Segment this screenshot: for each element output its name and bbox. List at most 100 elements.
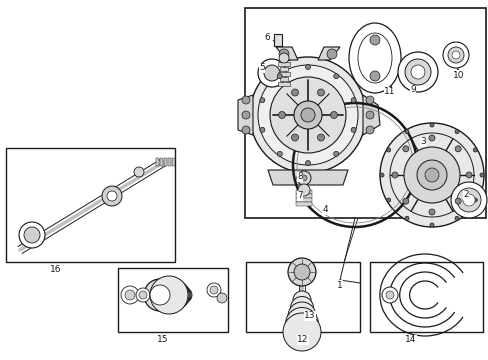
Polygon shape xyxy=(278,72,289,76)
Polygon shape xyxy=(267,170,347,185)
Circle shape xyxy=(369,35,379,45)
Text: 6: 6 xyxy=(264,33,269,42)
Circle shape xyxy=(290,314,312,336)
Circle shape xyxy=(410,65,424,79)
Circle shape xyxy=(391,172,397,178)
Circle shape xyxy=(465,172,471,178)
Circle shape xyxy=(379,173,383,177)
Circle shape xyxy=(285,307,318,341)
Circle shape xyxy=(102,186,122,206)
Circle shape xyxy=(301,108,314,122)
Circle shape xyxy=(386,148,390,152)
Circle shape xyxy=(416,160,446,190)
Polygon shape xyxy=(238,95,252,135)
Text: 5: 5 xyxy=(259,63,264,72)
Circle shape xyxy=(403,147,459,203)
Circle shape xyxy=(277,74,282,79)
Polygon shape xyxy=(172,158,175,166)
Circle shape xyxy=(451,51,459,59)
Bar xyxy=(369,262,482,332)
Circle shape xyxy=(402,146,408,152)
Circle shape xyxy=(287,258,315,286)
Circle shape xyxy=(291,134,298,141)
Circle shape xyxy=(428,209,434,215)
Circle shape xyxy=(206,283,221,297)
Circle shape xyxy=(397,52,437,92)
Circle shape xyxy=(404,130,408,134)
Circle shape xyxy=(150,276,187,314)
Circle shape xyxy=(269,77,346,153)
Circle shape xyxy=(379,123,483,227)
Polygon shape xyxy=(295,190,311,193)
Polygon shape xyxy=(280,77,287,81)
Circle shape xyxy=(178,288,192,302)
Circle shape xyxy=(293,264,309,280)
Circle shape xyxy=(301,175,306,181)
Text: 12: 12 xyxy=(297,336,308,345)
Circle shape xyxy=(279,49,288,59)
Text: 7: 7 xyxy=(297,192,302,201)
Circle shape xyxy=(385,291,393,299)
Circle shape xyxy=(305,161,310,166)
Circle shape xyxy=(402,198,408,204)
Circle shape xyxy=(24,227,40,243)
Circle shape xyxy=(454,130,458,134)
Polygon shape xyxy=(156,158,159,166)
Circle shape xyxy=(450,182,486,218)
Polygon shape xyxy=(160,158,163,166)
Circle shape xyxy=(447,47,463,63)
Circle shape xyxy=(259,98,264,103)
Circle shape xyxy=(139,291,147,299)
Circle shape xyxy=(258,65,357,165)
Circle shape xyxy=(150,285,170,305)
Circle shape xyxy=(217,293,226,303)
Polygon shape xyxy=(295,198,311,202)
Circle shape xyxy=(249,57,365,173)
Polygon shape xyxy=(168,158,171,166)
Circle shape xyxy=(297,184,309,196)
Circle shape xyxy=(442,42,468,68)
Polygon shape xyxy=(278,82,289,86)
Circle shape xyxy=(163,282,190,308)
Circle shape xyxy=(143,279,176,311)
Circle shape xyxy=(209,286,218,294)
Circle shape xyxy=(365,96,373,104)
Circle shape xyxy=(479,173,483,177)
Circle shape xyxy=(296,171,310,185)
Text: 9: 9 xyxy=(409,85,415,94)
Circle shape xyxy=(242,96,249,104)
Circle shape xyxy=(404,59,430,85)
Circle shape xyxy=(350,98,355,103)
Circle shape xyxy=(264,65,280,81)
Circle shape xyxy=(472,198,476,202)
Circle shape xyxy=(296,320,306,330)
Circle shape xyxy=(125,290,135,300)
Polygon shape xyxy=(278,62,289,66)
Circle shape xyxy=(429,223,433,227)
Circle shape xyxy=(428,135,434,141)
Circle shape xyxy=(472,148,476,152)
Circle shape xyxy=(305,64,310,69)
Polygon shape xyxy=(362,95,379,135)
Circle shape xyxy=(259,127,264,132)
Circle shape xyxy=(258,59,285,87)
Circle shape xyxy=(456,188,480,212)
Text: 1: 1 xyxy=(336,280,342,289)
Text: 3: 3 xyxy=(419,138,425,147)
Circle shape xyxy=(365,111,373,119)
Circle shape xyxy=(424,168,438,182)
Polygon shape xyxy=(295,194,311,198)
Circle shape xyxy=(287,302,315,330)
Text: 11: 11 xyxy=(384,87,395,96)
Text: 15: 15 xyxy=(157,336,168,345)
Circle shape xyxy=(365,126,373,134)
Circle shape xyxy=(404,216,408,220)
Polygon shape xyxy=(273,34,282,46)
Circle shape xyxy=(242,126,249,134)
Polygon shape xyxy=(280,67,287,71)
Bar xyxy=(244,8,485,218)
Polygon shape xyxy=(275,47,297,60)
Circle shape xyxy=(369,71,379,81)
Circle shape xyxy=(317,89,324,96)
Circle shape xyxy=(134,167,143,177)
